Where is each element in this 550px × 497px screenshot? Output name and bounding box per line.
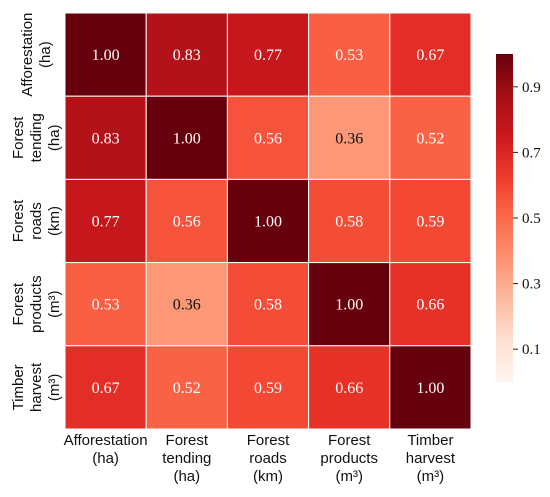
heatmap-cell bbox=[64, 262, 147, 347]
heatmap-cell bbox=[64, 95, 147, 180]
y-tick-label-line: Timber bbox=[10, 364, 27, 410]
heatmap-cell bbox=[226, 178, 310, 264]
y-tick-labels: Afforestation (ha)Forest tending (ha)Forest… bbox=[10, 13, 63, 412]
y-tick-label-line: (ha) bbox=[46, 124, 63, 151]
heatmap-cell bbox=[226, 345, 310, 430]
cell-value-label: 0.56 bbox=[254, 130, 282, 147]
heatmap-cells bbox=[64, 12, 472, 430]
cell-value-label: 0.83 bbox=[173, 47, 201, 64]
cell-value-label: 0.77 bbox=[254, 47, 282, 64]
colorbar-tick-label: 0.7 bbox=[522, 145, 541, 161]
y-tick-label-line: Forest bbox=[10, 199, 27, 242]
cell-value-label: 0.58 bbox=[335, 214, 363, 231]
y-tick-label-line: (m³) bbox=[46, 374, 63, 401]
cell-value-label: 0.58 bbox=[254, 297, 282, 314]
cell-value-label: 0.53 bbox=[335, 47, 363, 64]
y-tick-label: Afforestation (ha) bbox=[19, 13, 54, 97]
x-tick-label-line: (km) bbox=[253, 468, 283, 485]
heatmap-cell bbox=[389, 178, 472, 264]
cell-value-label: 1.00 bbox=[335, 297, 363, 314]
y-tick-label-line: harvest bbox=[28, 362, 45, 412]
heatmap-cell bbox=[145, 345, 228, 430]
cell-value-label: 0.52 bbox=[173, 380, 201, 397]
heatmap-cell bbox=[145, 262, 228, 347]
cell-value-label: 1.00 bbox=[92, 47, 120, 64]
x-tick-label-line: harvest bbox=[406, 450, 456, 467]
y-tick-label: Forest roads (km) bbox=[10, 199, 63, 242]
y-tick-label-line: products bbox=[28, 275, 45, 333]
cell-value-label: 0.59 bbox=[416, 214, 444, 231]
colorbar: 0.1 0.3 0.5 0.7 0.9 bbox=[496, 54, 541, 382]
heatmap-cell bbox=[64, 345, 147, 430]
y-tick-label-line: Afforestation bbox=[19, 13, 36, 97]
colorbar-tick-label: 0.5 bbox=[522, 211, 541, 227]
y-tick-label-line: (m³) bbox=[46, 290, 63, 317]
cell-value-label: 0.53 bbox=[92, 297, 120, 314]
y-tick-label: Timber harvest (m³) bbox=[10, 362, 63, 412]
x-tick-label-line: Afforestation bbox=[64, 432, 148, 449]
heatmap-cell bbox=[389, 262, 472, 347]
cell-value-label: 0.77 bbox=[92, 214, 120, 231]
y-tick-label: Forest products (m³) bbox=[10, 275, 63, 333]
heatmap-cell bbox=[389, 345, 472, 430]
x-tick-label-line: (ha) bbox=[173, 468, 200, 485]
y-tick-label: Forest tending (ha) bbox=[10, 113, 63, 162]
heatmap-cell bbox=[226, 12, 310, 97]
heatmap-cell bbox=[64, 12, 147, 97]
y-tick-label-line: roads bbox=[28, 202, 45, 240]
colorbar-gradient bbox=[496, 54, 513, 382]
cell-value-label: 0.59 bbox=[254, 380, 282, 397]
cell-value-label: 0.67 bbox=[92, 380, 120, 397]
cell-value-label: 1.00 bbox=[254, 214, 282, 231]
x-tick-label-line: (m³) bbox=[335, 468, 362, 485]
heatmap-cell bbox=[308, 12, 391, 97]
colorbar-tick-label: 0.9 bbox=[522, 80, 541, 96]
cell-value-label: 0.66 bbox=[335, 380, 363, 397]
x-tick-label-line: Forest bbox=[166, 432, 209, 449]
cell-value-label: 0.67 bbox=[416, 47, 444, 64]
x-tick-label-line: Forest bbox=[247, 432, 290, 449]
heatmap-cell-labels: 1.00 0.83 0.77 0.53 0.67 0.83 1.00 0.56 0.36 0.52… bbox=[92, 47, 445, 397]
x-tick-label-line: Timber bbox=[407, 432, 453, 449]
x-tick-label-line: roads bbox=[249, 450, 287, 467]
cell-value-label: 0.36 bbox=[173, 297, 201, 314]
heatmap-cell bbox=[308, 178, 391, 264]
heatmap-cell bbox=[226, 262, 310, 347]
x-tick-label-line: (ha) bbox=[92, 450, 119, 467]
cell-value-label: 0.83 bbox=[92, 130, 120, 147]
cell-value-label: 0.66 bbox=[416, 297, 444, 314]
y-tick-label-line: (ha) bbox=[37, 41, 54, 68]
x-tick-label-line: products bbox=[320, 450, 378, 467]
colorbar-ticks: 0.1 0.3 0.5 0.7 0.9 bbox=[513, 80, 541, 358]
y-tick-label-line: (km) bbox=[46, 206, 63, 236]
cell-value-label: 1.00 bbox=[173, 130, 201, 147]
cell-value-label: 1.00 bbox=[416, 380, 444, 397]
heatmap-cell bbox=[226, 95, 310, 180]
y-tick-label-line: Forest bbox=[10, 282, 27, 325]
y-tick-label-line: Forest bbox=[10, 116, 27, 159]
heatmap-cell bbox=[389, 95, 472, 180]
heatmap-cell bbox=[145, 12, 228, 97]
x-tick-labels: Afforestation(ha)Foresttending(ha)Forest… bbox=[64, 432, 456, 485]
heatmap-cell bbox=[308, 262, 391, 347]
y-tick-label-line: tending bbox=[28, 113, 45, 162]
x-tick-label-line: Forest bbox=[328, 432, 371, 449]
cell-value-label: 0.36 bbox=[335, 130, 363, 147]
colorbar-tick-label: 0.1 bbox=[522, 342, 541, 358]
x-tick-label-line: (m³) bbox=[417, 468, 444, 485]
cell-value-label: 0.52 bbox=[416, 130, 444, 147]
heatmap-cell bbox=[145, 178, 228, 264]
cell-value-label: 0.56 bbox=[173, 214, 201, 231]
heatmap-cell bbox=[389, 12, 472, 97]
colorbar-tick-label: 0.3 bbox=[522, 277, 541, 293]
x-tick-label-line: tending bbox=[162, 450, 211, 467]
